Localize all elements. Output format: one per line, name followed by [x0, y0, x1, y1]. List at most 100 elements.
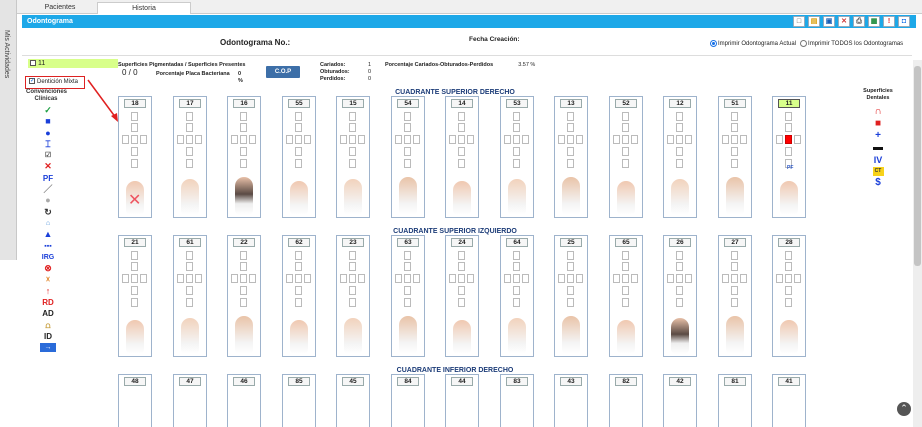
tooth-surface-cell[interactable]	[622, 135, 629, 144]
tooth-number[interactable]: 53	[506, 99, 528, 108]
tooth-number[interactable]: 11	[778, 99, 800, 108]
new-icon[interactable]: □	[793, 16, 805, 27]
tooth-surface-cell[interactable]	[794, 135, 801, 144]
tooth-surface-cell[interactable]	[131, 298, 138, 307]
tooth-surface-cell[interactable]	[131, 112, 138, 121]
tooth-number[interactable]: 16	[233, 99, 255, 108]
tooth-surface-cell[interactable]	[140, 135, 147, 144]
tooth-number[interactable]: 23	[342, 238, 364, 247]
ct-icon[interactable]: CT	[872, 167, 884, 176]
tooth-surface-cell[interactable]	[567, 135, 574, 144]
tooth-surface-cell[interactable]	[622, 112, 629, 121]
tooth-surface-cell[interactable]	[567, 123, 574, 132]
alert-icon[interactable]: !	[883, 16, 895, 27]
tooth-surface-cell[interactable]	[622, 251, 629, 260]
tab-history[interactable]: Historia	[97, 2, 191, 14]
tooth-surface-cell[interactable]	[567, 286, 574, 295]
tooth-number[interactable]: 64	[506, 238, 528, 247]
tooth-surface-cell[interactable]	[513, 251, 520, 260]
tooth-surface-cell[interactable]	[513, 112, 520, 121]
tooth-surface-cell[interactable]	[286, 274, 293, 283]
tooth-card[interactable]: 55	[282, 96, 316, 218]
tooth-surface-cell[interactable]	[295, 159, 302, 168]
tooth-card[interactable]: 51	[718, 96, 752, 218]
tooth-number[interactable]: 24	[451, 238, 473, 247]
tooth-number[interactable]: 17	[179, 99, 201, 108]
tooth-surface-cell[interactable]	[731, 147, 738, 156]
tooth-surface-cell[interactable]	[513, 123, 520, 132]
tooth-card[interactable]: 15	[336, 96, 370, 218]
tooth-number[interactable]: 51	[724, 99, 746, 108]
tooth-card[interactable]: 17	[173, 96, 207, 218]
vertical-scrollbar[interactable]	[913, 60, 922, 427]
tooth-surface-cell[interactable]	[404, 159, 411, 168]
tooth-surface-cell[interactable]	[567, 298, 574, 307]
tooth-surface-cell[interactable]	[785, 135, 792, 144]
red-x-icon[interactable]: ✕	[44, 161, 52, 172]
tooth-surface-cell[interactable]	[676, 147, 683, 156]
tooth-surface-cell[interactable]	[622, 262, 629, 271]
tooth-surface-cell[interactable]	[458, 286, 465, 295]
tooth-surface-cell[interactable]	[576, 135, 583, 144]
tooth-surface-cell[interactable]	[240, 274, 247, 283]
tooth-surface-cell[interactable]	[240, 159, 247, 168]
tooth-surface-cell[interactable]	[358, 274, 365, 283]
tooth-number[interactable]: 27	[724, 238, 746, 247]
tooth-surface-cell[interactable]	[449, 135, 456, 144]
tooth-surface-cell[interactable]	[186, 112, 193, 121]
tooth-surface-cell[interactable]	[240, 112, 247, 121]
print-icon[interactable]: ⎙	[853, 16, 865, 27]
tooth-card[interactable]: 41	[772, 374, 806, 427]
tooth-surface-cell[interactable]	[240, 135, 247, 144]
tooth-surface-cell[interactable]	[513, 262, 520, 271]
tooth-number[interactable]: 46	[233, 377, 255, 386]
tooth-surface-cell[interactable]	[140, 274, 147, 283]
tooth-surface-cell[interactable]	[295, 286, 302, 295]
tooth-surface-cell[interactable]	[504, 135, 511, 144]
tooth-surface-cell[interactable]	[358, 135, 365, 144]
tooth-surface-cell[interactable]	[522, 135, 529, 144]
dollar-icon[interactable]: $	[875, 177, 881, 188]
implant-icon[interactable]: ⌂	[45, 219, 51, 227]
tooth-surface-cell[interactable]	[404, 251, 411, 260]
tooth-surface-cell[interactable]	[186, 123, 193, 132]
tooth-card[interactable]: 16	[227, 96, 261, 218]
tooth-surface-cell[interactable]	[458, 262, 465, 271]
tooth-card[interactable]: 22	[227, 235, 261, 357]
tooth-surface-cell[interactable]	[349, 251, 356, 260]
tooth-surface-cell[interactable]	[295, 147, 302, 156]
tooth-surface-cell[interactable]	[458, 147, 465, 156]
tooth-surface-cell[interactable]	[295, 262, 302, 271]
tooth-surface-cell[interactable]	[240, 262, 247, 271]
tooth-surface-cell[interactable]	[449, 274, 456, 283]
tooth-number[interactable]: 25	[560, 238, 582, 247]
tooth-number[interactable]: 82	[615, 377, 637, 386]
tooth-surface-cell[interactable]	[240, 251, 247, 260]
extraction-icon[interactable]: ☓	[45, 275, 51, 285]
tooth-surface-cell[interactable]	[122, 135, 129, 144]
tooth-card[interactable]: 47	[173, 374, 207, 427]
tooth-surface-cell[interactable]	[622, 298, 629, 307]
tooth-surface-cell[interactable]	[458, 112, 465, 121]
tooth-number[interactable]: 81	[724, 377, 746, 386]
export-icon[interactable]: ▦	[868, 16, 880, 27]
tooth-card[interactable]: 25	[554, 235, 588, 357]
tooth-surface-cell[interactable]	[395, 274, 402, 283]
tooth-number[interactable]: 21	[124, 238, 146, 247]
tooth-surface-cell[interactable]	[349, 274, 356, 283]
tooth-surface-cell[interactable]	[404, 123, 411, 132]
tooth-surface-cell[interactable]	[131, 251, 138, 260]
tooth-surface-cell[interactable]	[731, 274, 738, 283]
tooth-card[interactable]: 14	[445, 96, 479, 218]
tooth-surface-cell[interactable]	[404, 262, 411, 271]
tooth-surface-cell[interactable]	[567, 112, 574, 121]
tooth-surface-cell[interactable]	[676, 135, 683, 144]
tooth-surface-cell[interactable]	[731, 159, 738, 168]
tooth-number[interactable]: 12	[669, 99, 691, 108]
tooth-surface-cell[interactable]	[349, 147, 356, 156]
tooth-surface-cell[interactable]	[667, 135, 674, 144]
tooth-surface-cell[interactable]	[676, 274, 683, 283]
tooth-surface-cell[interactable]	[685, 135, 692, 144]
ad-icon[interactable]: AD	[42, 309, 54, 319]
tooth-surface-cell[interactable]	[413, 274, 420, 283]
